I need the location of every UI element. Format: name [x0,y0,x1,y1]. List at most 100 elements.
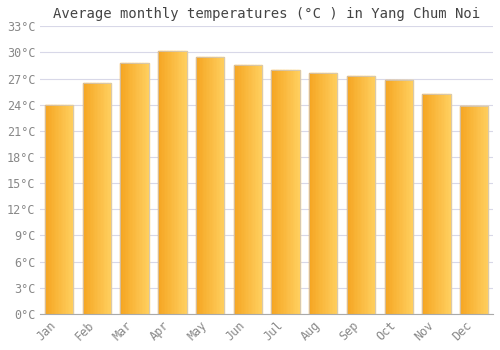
Bar [370,76,371,314]
Bar [124,63,126,314]
Bar [126,63,128,314]
Bar [172,51,174,314]
Bar [185,51,186,314]
Bar [336,74,338,314]
Bar [333,74,334,314]
Bar [276,70,277,314]
Bar [130,63,132,314]
Bar [204,57,206,314]
Bar [256,65,258,314]
Bar [446,94,448,314]
Bar [356,76,357,314]
Bar [143,63,144,314]
Bar [332,74,333,314]
Bar [212,57,213,314]
Bar [442,94,444,314]
Bar [236,65,238,314]
Bar [350,76,351,314]
Bar [198,57,199,314]
Bar [213,57,214,314]
Bar [294,70,296,314]
Bar [206,57,208,314]
Bar [402,80,403,314]
Bar [87,83,88,314]
Bar [315,74,316,314]
Bar [83,83,111,314]
Bar [318,74,319,314]
Bar [200,57,202,314]
Bar [396,80,398,314]
Bar [101,83,102,314]
Bar [365,76,366,314]
Bar [68,105,69,314]
Bar [133,63,134,314]
Bar [180,51,181,314]
Bar [272,70,273,314]
Bar [97,83,98,314]
Bar [240,65,242,314]
Bar [368,76,370,314]
Bar [140,63,141,314]
Bar [58,105,59,314]
Bar [122,63,124,314]
Bar [254,65,255,314]
Bar [138,63,139,314]
Bar [392,80,393,314]
Bar [90,83,91,314]
Bar [324,74,326,314]
Bar [83,83,84,314]
Bar [431,94,432,314]
Bar [98,83,100,314]
Bar [162,51,164,314]
Bar [312,74,314,314]
Bar [120,63,149,314]
Bar [217,57,218,314]
Bar [128,63,129,314]
Bar [357,76,358,314]
Bar [64,105,65,314]
Bar [292,70,294,314]
Bar [210,57,212,314]
Bar [412,80,413,314]
Bar [132,63,133,314]
Bar [136,63,138,314]
Bar [478,106,480,314]
Bar [88,83,90,314]
Bar [467,106,468,314]
Bar [129,63,130,314]
Bar [386,80,388,314]
Bar [92,83,94,314]
Bar [472,106,473,314]
Bar [422,94,424,314]
Bar [181,51,182,314]
Bar [464,106,466,314]
Bar [144,63,146,314]
Bar [220,57,222,314]
Bar [296,70,297,314]
Bar [328,74,329,314]
Bar [448,94,449,314]
Bar [394,80,396,314]
Bar [222,57,223,314]
Bar [107,83,108,314]
Bar [234,65,235,314]
Bar [66,105,68,314]
Bar [96,83,97,314]
Bar [445,94,446,314]
Bar [319,74,320,314]
Bar [69,105,70,314]
Bar [460,106,488,314]
Bar [174,51,175,314]
Bar [460,106,462,314]
Bar [424,94,425,314]
Bar [45,105,46,314]
Bar [334,74,336,314]
Bar [309,74,338,314]
Bar [389,80,390,314]
Bar [65,105,66,314]
Bar [106,83,107,314]
Bar [108,83,110,314]
Bar [249,65,250,314]
Bar [286,70,287,314]
Bar [482,106,484,314]
